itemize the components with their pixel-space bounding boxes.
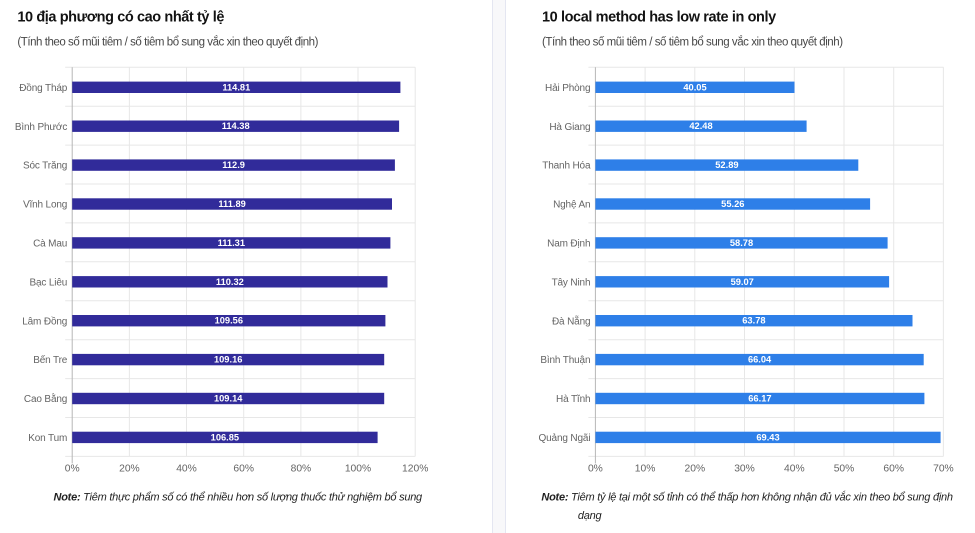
svg-text:106.85: 106.85 (211, 432, 239, 442)
svg-text:Note: Tiêm tỷ lệ tại một số tỉ: Note: Tiêm tỷ lệ tại một số tỉnh có thể … (541, 491, 952, 504)
svg-text:42.48: 42.48 (689, 121, 712, 131)
svg-text:111.89: 111.89 (218, 199, 245, 209)
svg-text:Hải Phòng: Hải Phòng (545, 83, 590, 94)
svg-text:66.17: 66.17 (748, 394, 771, 404)
svg-text:112.9: 112.9 (222, 160, 245, 170)
svg-text:52.89: 52.89 (715, 160, 738, 170)
svg-text:Cà Mau: Cà Mau (33, 239, 67, 250)
svg-text:109.16: 109.16 (214, 355, 242, 365)
svg-text:69.43: 69.43 (756, 432, 779, 442)
svg-text:120%: 120% (402, 463, 428, 474)
svg-text:10 địa phương có cao nhất tỷ l: 10 địa phương có cao nhất tỷ lệ (17, 9, 224, 25)
svg-text:59.07: 59.07 (731, 277, 754, 287)
svg-text:dạng: dạng (578, 510, 603, 522)
svg-text:Quảng Ngãi: Quảng Ngãi (539, 433, 591, 444)
svg-text:Bến Tre: Bến Tre (33, 354, 68, 366)
svg-text:Tây Ninh: Tây Ninh (552, 277, 591, 288)
svg-text:66.04: 66.04 (748, 355, 772, 365)
svg-text:114.38: 114.38 (222, 121, 250, 131)
svg-text:10%: 10% (635, 463, 656, 474)
svg-text:0%: 0% (588, 463, 603, 474)
svg-text:Thanh Hóa: Thanh Hóa (542, 161, 591, 172)
svg-text:40%: 40% (784, 463, 805, 474)
svg-text:10 local method has low rate i: 10 local method has low rate in only (542, 9, 776, 25)
svg-text:63.78: 63.78 (742, 316, 765, 326)
svg-text:114.81: 114.81 (222, 82, 250, 92)
svg-text:Nam Định: Nam Định (547, 239, 590, 250)
svg-text:110.32: 110.32 (216, 277, 244, 287)
svg-text:0%: 0% (65, 463, 80, 474)
svg-text:Note: Tiêm thực phẩm số có thể: Note: Tiêm thực phẩm số có thể nhiều hơn… (54, 492, 424, 504)
svg-text:Bạc Liêu: Bạc Liêu (29, 277, 67, 288)
svg-text:Hà Giang: Hà Giang (549, 122, 590, 133)
svg-text:Hà Tĩnh: Hà Tĩnh (556, 394, 590, 405)
svg-text:60%: 60% (883, 463, 904, 474)
svg-text:Lâm Đồng: Lâm Đồng (22, 315, 67, 327)
svg-text:58.78: 58.78 (730, 238, 753, 248)
svg-text:Vĩnh Long: Vĩnh Long (23, 200, 67, 211)
svg-text:55.26: 55.26 (721, 199, 744, 209)
svg-text:100%: 100% (345, 463, 371, 474)
svg-text:(Tính theo số mũi tiêm / số ti: (Tính theo số mũi tiêm / số tiêm bổ sung… (17, 36, 318, 49)
svg-text:(Tính theo số mũi tiêm / số ti: (Tính theo số mũi tiêm / số tiêm bổ sung… (542, 36, 843, 49)
svg-text:Đồng Tháp: Đồng Tháp (19, 82, 68, 94)
svg-text:Kon Tum: Kon Tum (28, 433, 67, 444)
svg-text:Bình Phước: Bình Phước (15, 122, 67, 133)
svg-text:Nghệ An: Nghệ An (553, 200, 590, 211)
svg-text:40.05: 40.05 (683, 82, 706, 92)
svg-text:70%: 70% (933, 463, 954, 474)
svg-text:111.31: 111.31 (218, 238, 245, 248)
svg-text:Cao Bằng: Cao Bằng (24, 392, 67, 405)
svg-text:30%: 30% (734, 463, 755, 474)
svg-text:Bình Thuận: Bình Thuận (540, 355, 590, 366)
svg-text:80%: 80% (291, 463, 312, 474)
svg-text:40%: 40% (176, 463, 197, 474)
svg-text:Sóc Trăng: Sóc Trăng (23, 161, 67, 172)
svg-text:20%: 20% (684, 463, 705, 474)
svg-text:Đà Nẵng: Đà Nẵng (552, 314, 590, 327)
svg-text:20%: 20% (119, 463, 140, 474)
svg-text:60%: 60% (233, 463, 254, 474)
svg-text:109.56: 109.56 (215, 316, 243, 326)
svg-text:50%: 50% (834, 463, 855, 474)
svg-text:109.14: 109.14 (214, 394, 243, 404)
